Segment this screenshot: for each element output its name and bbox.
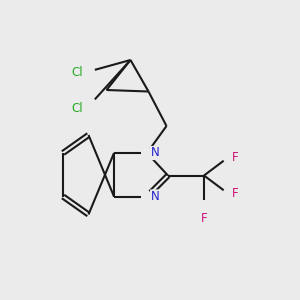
Text: Cl: Cl	[72, 101, 83, 115]
Text: N: N	[151, 146, 159, 160]
Text: N: N	[151, 190, 159, 203]
Text: F: F	[232, 187, 238, 200]
Text: Cl: Cl	[72, 65, 83, 79]
Text: F: F	[232, 151, 238, 164]
Text: F: F	[201, 212, 207, 224]
